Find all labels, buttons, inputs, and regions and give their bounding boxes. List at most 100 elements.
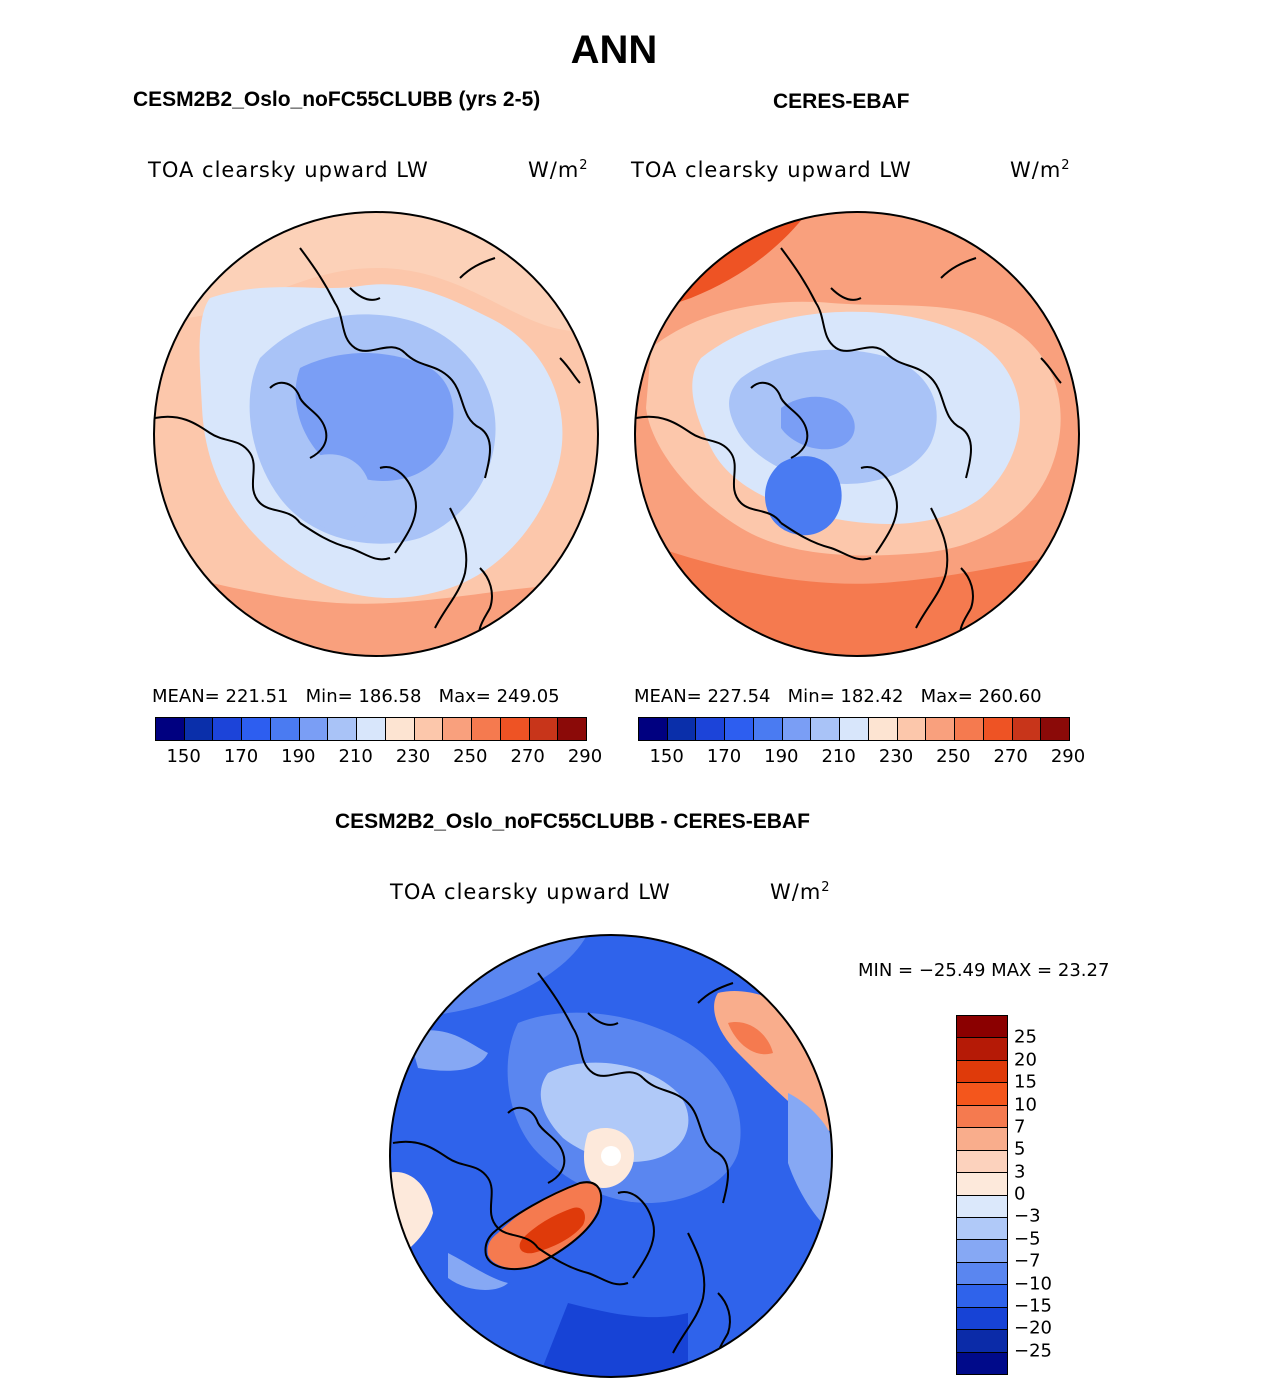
colorbar-swatch (957, 1105, 1007, 1129)
diff-coastlines (392, 972, 734, 1374)
model-min: 186.58 (358, 686, 422, 707)
obs-min: 182.42 (840, 686, 904, 707)
obs-panel-title: CERES-EBAF (773, 90, 910, 113)
model-colorbar (155, 717, 587, 741)
colorbar-tick-label: 0 (1014, 1183, 1026, 1205)
colorbar-tick-label: 170 (706, 746, 742, 767)
colorbar-swatch (957, 1038, 1007, 1061)
obs-map-boundary (634, 211, 1080, 657)
colorbar-swatch (957, 1307, 1007, 1331)
colorbar-tick-label: 5 (1014, 1138, 1026, 1160)
diff-map-zone-arctic-core (540, 1062, 689, 1162)
colorbar-swatch (213, 718, 243, 740)
diff-map-greenland-hot (519, 1207, 585, 1254)
colorbar-swatch (957, 1083, 1007, 1106)
colorbar-tick-label: −25 (1014, 1340, 1052, 1362)
diff-panel-title: CESM2B2_Oslo_noFC55CLUBB - CERES-EBAF (335, 810, 810, 833)
colorbar-swatch (983, 718, 1013, 740)
obs-map-greenland-zone (764, 456, 842, 536)
model-coastlines (154, 247, 581, 649)
colorbar-tick-label: 190 (764, 746, 799, 767)
obs-polar-map (634, 211, 1080, 657)
colorbar-tick-label: −20 (1014, 1317, 1052, 1339)
colorbar-swatch (957, 1217, 1007, 1241)
obs-max: 260.60 (978, 686, 1042, 707)
colorbar-swatch (957, 1195, 1007, 1218)
colorbar-tick-label: 7 (1014, 1116, 1026, 1138)
obs-stats: MEAN= 227.54 Min= 182.42 Max= 260.60 (634, 686, 1042, 707)
diff-map-zone-sw (448, 1253, 508, 1290)
colorbar-swatch (242, 718, 271, 740)
colorbar-swatch (639, 718, 668, 740)
colorbar-tick-label: 270 (993, 746, 1028, 767)
colorbar-swatch (725, 718, 754, 740)
model-panel-title: CESM2B2_Oslo_noFC55CLUBB (yrs 2-5) (133, 88, 541, 111)
colorbar-swatch (957, 1150, 1007, 1174)
colorbar-swatch (328, 718, 358, 740)
colorbar-swatch (782, 718, 812, 740)
colorbar-swatch (753, 718, 783, 740)
diff-polar-map (389, 934, 833, 1378)
colorbar-swatch (184, 718, 214, 740)
colorbar-swatch (414, 718, 444, 740)
model-units-label: W/m2 (528, 158, 589, 182)
model-mean: 221.51 (225, 686, 289, 707)
colorbar-swatch (357, 718, 386, 740)
obs-colorbar (638, 717, 1070, 741)
colorbar-swatch (667, 718, 697, 740)
colorbar-tick-label: 10 (1014, 1094, 1037, 1115)
colorbar-tick-label: −15 (1014, 1295, 1052, 1317)
colorbar-tick-label: 290 (567, 746, 603, 767)
model-map-zone-core (295, 353, 454, 481)
colorbar-swatch (957, 1240, 1007, 1263)
colorbar-tick-label: −7 (1014, 1250, 1041, 1272)
colorbar-swatch (957, 1016, 1007, 1039)
diff-map-zone-east (788, 1093, 832, 1233)
colorbar-swatch (957, 1330, 1007, 1353)
colorbar-swatch (957, 1352, 1007, 1374)
diff-colorbar (956, 1015, 1008, 1375)
colorbar-tick-label: 230 (395, 746, 431, 767)
model-polar-map (153, 211, 599, 657)
colorbar-swatch (955, 718, 984, 740)
colorbar-tick-label: 150 (649, 746, 684, 767)
colorbar-tick-label: 290 (1050, 746, 1086, 767)
obs-map-zone-core (781, 396, 855, 450)
obs-colorbar-ticks: 150 170 190 210 230 250 270 290 (638, 746, 1085, 770)
model-colorbar-ticks: 150 170 190 210 230 250 270 290 (155, 746, 602, 770)
model-max: 249.05 (496, 686, 560, 707)
colorbar-tick-label: 190 (281, 746, 316, 767)
obs-variable-label: TOA clearsky upward LW (631, 158, 912, 182)
colorbar-swatch (443, 718, 473, 740)
diff-minmax: MIN = −25.49 MAX = 23.27 (858, 960, 1110, 981)
colorbar-swatch (957, 1128, 1007, 1151)
diff-variable-label: TOA clearsky upward LW (390, 880, 671, 904)
colorbar-swatch (868, 718, 898, 740)
colorbar-swatch (957, 1285, 1007, 1308)
obs-mean: 227.54 (707, 686, 771, 707)
figure-title: ANN (570, 28, 658, 72)
model-variable-label: TOA clearsky upward LW (148, 158, 429, 182)
colorbar-swatch (926, 718, 956, 740)
colorbar-tick-label: 170 (223, 746, 259, 767)
obs-units-label: W/m2 (1010, 158, 1071, 182)
colorbar-swatch (957, 1173, 1007, 1196)
model-map-boundary (153, 211, 599, 657)
colorbar-tick-label: 210 (338, 746, 373, 767)
colorbar-tick-label: 210 (821, 746, 856, 767)
diff-units-label: W/m2 (770, 880, 831, 904)
colorbar-tick-label: 250 (936, 746, 971, 767)
colorbar-swatch (840, 718, 869, 740)
obs-coastlines (635, 247, 1062, 649)
model-map-greenland-zone (299, 454, 371, 531)
colorbar-swatch (811, 718, 841, 740)
diff-colorbar-ticks: 25 20 15 10 7 5 3 0 −3 −5 −7 −10 −15 −20 −25 (1014, 1015, 1094, 1373)
colorbar-swatch (696, 718, 726, 740)
colorbar-swatch (500, 718, 530, 740)
colorbar-swatch (270, 718, 300, 740)
diff-map-warm-ne-core (728, 1022, 773, 1055)
model-stats: MEAN= 221.51 Min= 186.58 Max= 249.05 (152, 686, 560, 707)
colorbar-tick-label: 3 (1014, 1161, 1026, 1183)
colorbar-tick-label: 15 (1014, 1071, 1037, 1093)
colorbar-swatch (957, 1262, 1007, 1286)
